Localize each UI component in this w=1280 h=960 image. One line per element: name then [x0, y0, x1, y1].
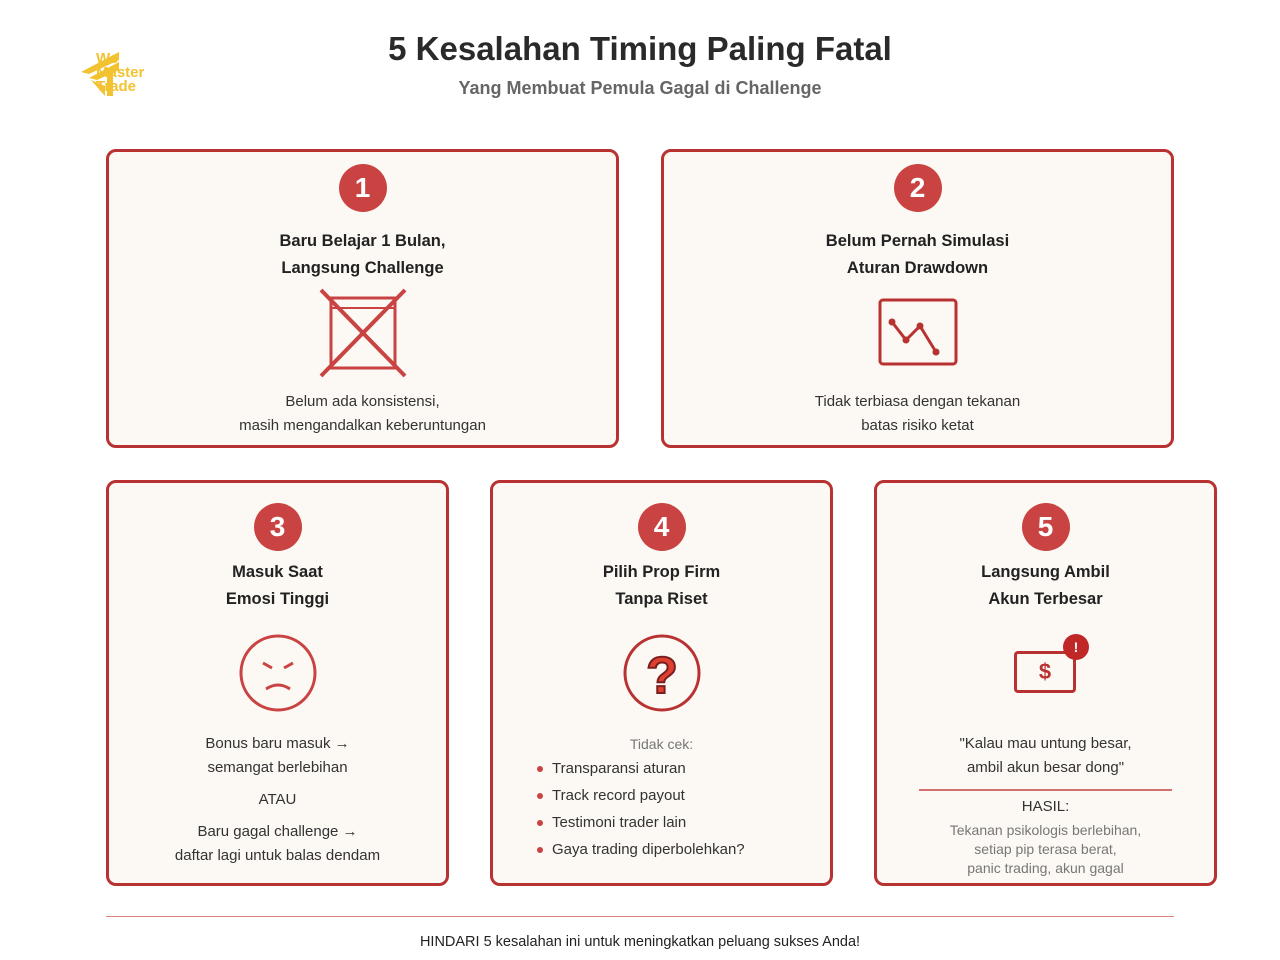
- bullet-item: Testimoni trader lain: [537, 809, 745, 836]
- title-line: Pilih Prop Firm: [602, 563, 721, 581]
- title-line: Langsung Ambil: [981, 563, 1110, 581]
- text-or: ATAU: [258, 791, 297, 808]
- logo-icon: [81, 52, 119, 96]
- result-line: setiap pip terasa berat,: [974, 841, 1117, 857]
- text-line: daftar lagi untuk balas dendam: [174, 847, 381, 864]
- result-text: Tekanan psikologis berlebihan, setiap pi…: [877, 821, 1214, 878]
- card-text: Bonus baru masuk → semangat berlebihan A…: [109, 732, 446, 868]
- bullet-item: Gaya trading diperbolehkan?: [537, 836, 745, 863]
- alert-badge-icon: !: [1063, 634, 1089, 660]
- card-title: Pilih Prop Firm Tanpa Riset: [493, 559, 830, 613]
- result-line: panic trading, akun gagal: [967, 860, 1124, 876]
- card-4: 4 Pilih Prop Firm Tanpa Riset ? Tidak cek…: [490, 480, 833, 886]
- card-number: 3: [253, 503, 302, 551]
- text-line: Bonus baru masuk →: [205, 735, 350, 752]
- result-label: HASIL:: [1021, 798, 1070, 815]
- bullet-item: Transparansi aturan: [537, 755, 745, 782]
- title-line: Baru Belajar 1 Bulan,: [279, 232, 446, 250]
- title-line: Tanpa Riset: [615, 590, 708, 608]
- title-line: Akun Terbesar: [988, 590, 1103, 608]
- quote-line: "Kalau mau untung besar,: [959, 735, 1132, 752]
- text-line: semangat berlebihan: [207, 759, 348, 776]
- quote: "Kalau mau untung besar, ambil akun besar…: [877, 732, 1214, 780]
- title-line: Langsung Challenge: [281, 259, 444, 277]
- card-5: 5 Langsung Ambil Akun Terbesar $ ! "Kalau…: [874, 480, 1217, 886]
- title-line: Masuk Saat: [232, 563, 323, 581]
- card-title: Belum Pernah Simulasi Aturan Drawdown: [664, 228, 1171, 282]
- card-2: 2 Belum Pernah Simulasi Aturan Drawdown T…: [661, 149, 1174, 448]
- text-line: Baru gagal challenge →: [197, 823, 358, 840]
- footer-divider: [106, 916, 1174, 917]
- card-title: Langsung Ambil Akun Terbesar: [877, 559, 1214, 613]
- title-line: Aturan Drawdown: [846, 259, 989, 277]
- card-title: Masuk Saat Emosi Tinggi: [109, 559, 446, 613]
- text-line: masih mengandalkan keberuntungan: [239, 417, 486, 434]
- check-label: Tidak cek:: [629, 736, 694, 752]
- card-text: Tidak terbiasa dengan tekanan batas risik…: [664, 390, 1171, 438]
- card-number: 4: [637, 503, 686, 551]
- bullet-item: Track record payout: [537, 782, 745, 809]
- card-title: Baru Belajar 1 Bulan, Langsung Challenge: [109, 228, 616, 282]
- text-line: Tidak terbiasa dengan tekanan: [814, 393, 1021, 410]
- svg-text:?: ?: [646, 647, 678, 705]
- crossed-box-icon: [319, 288, 406, 378]
- question-icon: ?: [623, 634, 700, 712]
- text-line: Belum ada konsistensi,: [285, 393, 440, 410]
- angry-face-icon: [239, 634, 316, 712]
- card-number: 1: [338, 164, 387, 212]
- card-1: 1 Baru Belajar 1 Bulan, Langsung Challeng…: [106, 149, 619, 448]
- logo-line: Master: [96, 64, 145, 81]
- bullet-list: Transparansi aturan Track record payout …: [537, 755, 745, 863]
- card-text: Belum ada konsistensi, masih mengandalkan…: [109, 390, 616, 438]
- footer-text: HINDARI 5 kesalahan ini untuk meningkatk…: [419, 934, 861, 950]
- title-line: Emosi Tinggi: [225, 590, 330, 608]
- logo-line: We: [96, 50, 119, 67]
- money-alert-icon: $ !: [1014, 634, 1089, 693]
- text-line: batas risiko ketat: [861, 417, 974, 434]
- result-line: Tekanan psikologis berlebihan,: [949, 822, 1142, 838]
- page-title: 5 Kesalahan Timing Paling Fatal: [388, 30, 892, 67]
- divider: [919, 789, 1172, 791]
- logo-line: Trade: [96, 78, 137, 95]
- logo-text: We Master Trade: [96, 50, 145, 95]
- drawdown-chart-icon: [878, 298, 957, 366]
- dollar-icon: $: [1038, 659, 1052, 684]
- card-3: 3 Masuk Saat Emosi Tinggi Bonus baru masu…: [106, 480, 449, 886]
- page-subtitle: Yang Membuat Pemula Gagal di Challenge: [458, 78, 822, 98]
- title-line: Belum Pernah Simulasi: [825, 232, 1010, 250]
- quote-line: ambil akun besar dong": [966, 759, 1125, 776]
- card-number: 2: [893, 164, 942, 212]
- card-number: 5: [1021, 503, 1070, 551]
